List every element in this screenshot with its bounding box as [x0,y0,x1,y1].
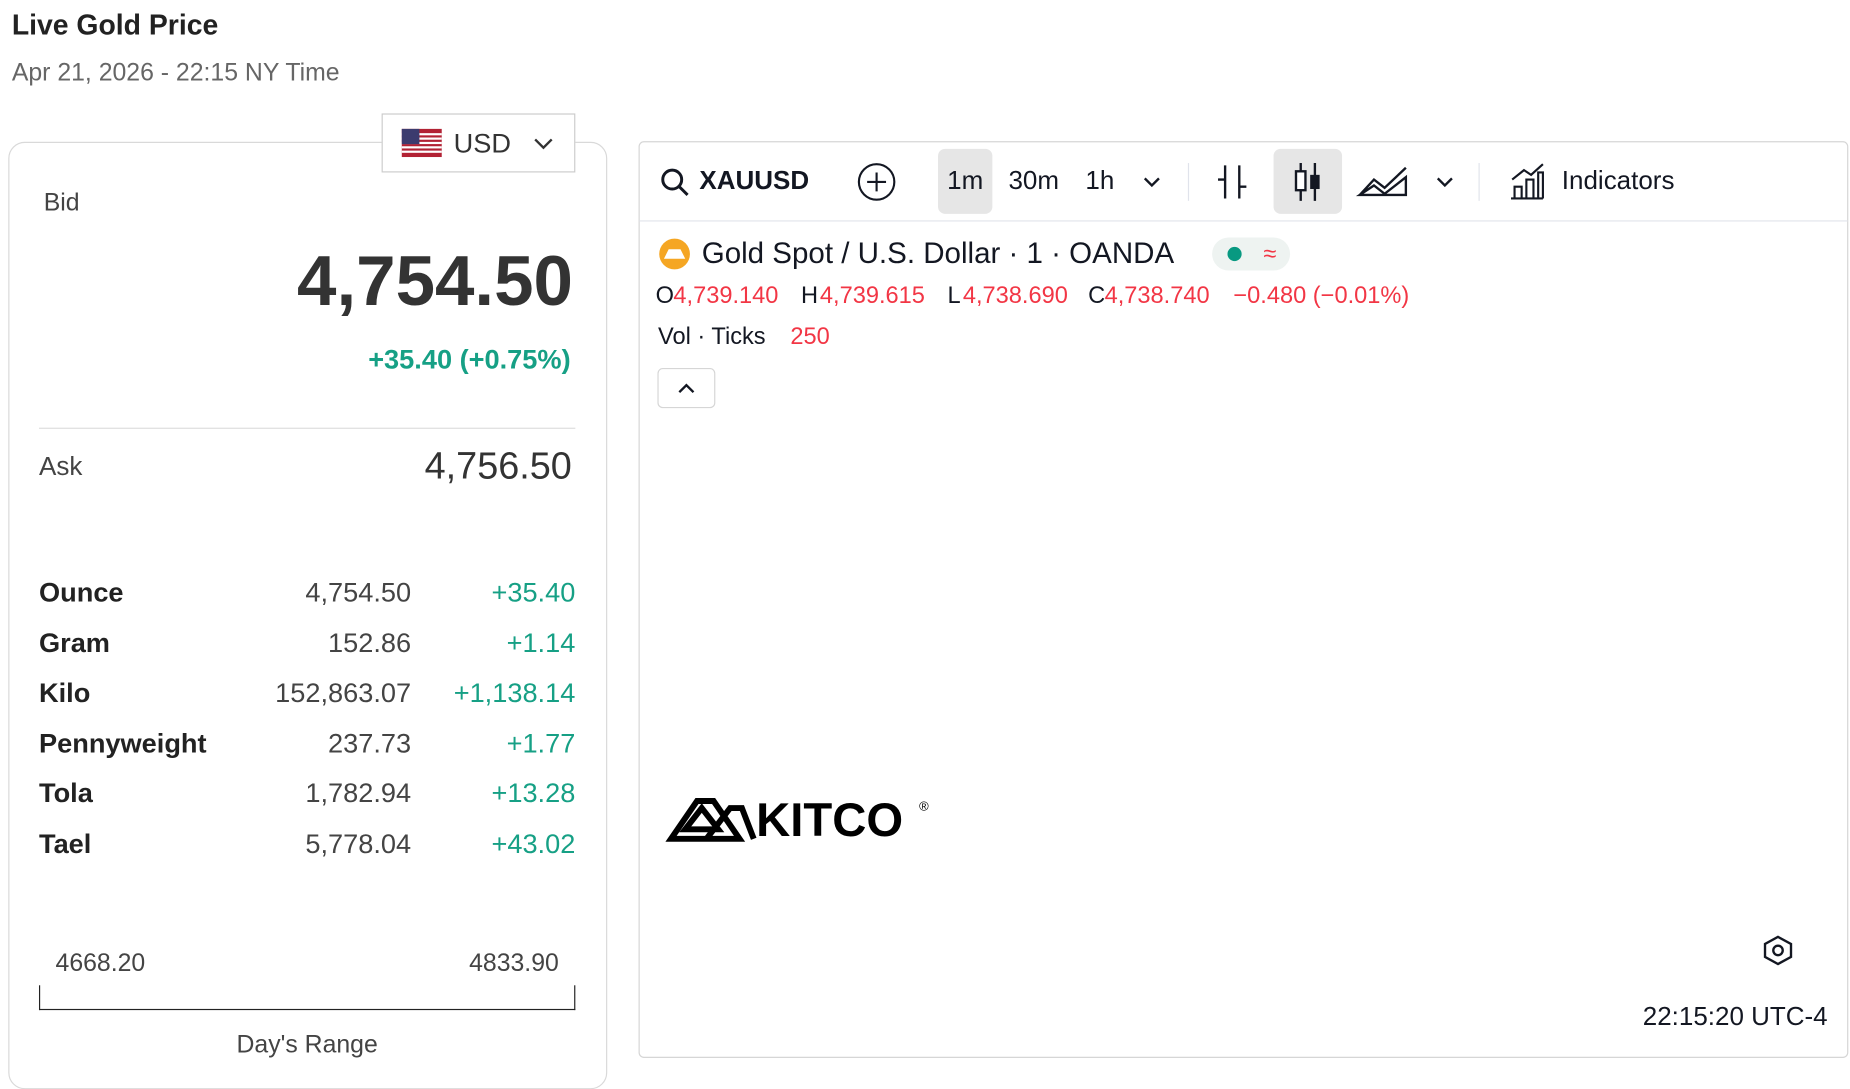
volume-value: 250 [790,324,829,350]
compare-button[interactable] [857,163,896,201]
clock: 22:15:20 UTC-4 [1643,1001,1828,1031]
unit-change: +35.40 [491,576,576,608]
currency-select[interactable]: USD [381,113,576,173]
search-icon [661,168,684,191]
page: Live Gold Price Apr 21, 2026 - 22:15 NY … [8,9,1849,1089]
ohlc-value: 4,739.615 [820,283,925,309]
page-title: Live Gold Price [11,9,219,42]
ohlc-label: O [656,283,674,309]
bid-label: Bid [43,189,80,217]
logo-text: KITCO [756,794,903,847]
ohlc-label: H [801,283,818,309]
market-open-dot [1227,246,1242,262]
screen: Live Gold Price Apr 21, 2026 - 22:15 NY … [8,9,1849,1089]
ohlc-label: L [947,283,960,309]
logo-registered: ® [919,798,929,813]
candles-icon [1310,174,1320,190]
candles-icon [1294,170,1307,192]
legend: Gold Spot / U.S. Dollar · 1 · OANDA ≈ O … [656,237,1409,409]
unit-change: +43.02 [491,827,576,859]
chevron[interactable] [1436,177,1453,188]
ohlc-change: −0.480 (−0.01%) [1233,283,1409,309]
unit-price: 5,778.04 [305,827,412,859]
ohlc-value: 4,738.690 [963,283,1068,309]
ask-label: Ask [38,451,83,481]
interval[interactable]: 1h [1085,165,1114,195]
volume-label: Vol · Ticks [658,324,766,350]
range-high: 4833.90 [469,949,559,978]
currency: USD [453,127,512,159]
indicators-button[interactable]: Indicators [1562,165,1675,195]
toolbar: XAUUSD 1m 30m 1h Indicators [661,148,1675,214]
unit-price: 1,782.94 [305,777,412,809]
unit-price: 152.86 [328,626,412,658]
unit-price: 4,754.50 [305,576,412,608]
timestamp: Apr 21, 2026 - 22:15 NY Time [11,59,340,87]
range-label: Day's Range [236,1031,378,1059]
status-icon: ≈ [1264,241,1277,267]
unit-name: Tola [38,777,93,809]
unit-name: Tael [38,827,92,859]
unit-change: +13.28 [491,777,576,809]
chevron[interactable] [1143,177,1160,188]
chevron [534,138,553,150]
ask-price: 4,756.50 [424,444,572,487]
ohlc-label: C [1088,283,1105,309]
unit-price: 237.73 [328,727,412,758]
unit-name: Ounce [38,576,124,608]
status-pill [1212,237,1291,271]
chart-frame [638,141,1849,1058]
indicators-icon [1511,163,1544,200]
interval[interactable]: 30m [1008,165,1059,195]
unit-name: Gram [38,626,110,658]
ohlc-value: 4,739.140 [673,283,778,309]
interval[interactable]: 1m [947,165,983,195]
chevron-up [678,383,695,394]
symbol[interactable]: XAUUSD [699,165,809,195]
unit-change: +1,138.14 [453,676,576,708]
logo-mark [665,798,757,842]
bid-price: 4,754.50 [297,241,573,321]
unit-change: +1.77 [506,727,576,758]
logo: KITCO ® [665,794,929,847]
range-low: 4668.20 [55,949,146,978]
ohlc-value: 4,738.740 [1105,283,1210,309]
divider [38,427,576,429]
candles-active [1273,148,1343,214]
bid-change: +35.40 (+0.75%) [368,343,571,375]
range-bar [38,985,576,1011]
search-icon [678,185,689,196]
settings-icon [1772,944,1784,957]
us-flag [401,128,442,158]
settings-icon[interactable] [1763,935,1793,966]
plus-icon [867,172,887,192]
unit-name: Kilo [38,676,91,708]
unit-price: 152,863.07 [275,676,412,708]
interval-active [938,148,993,214]
legend-title: Gold Spot / U.S. Dollar · 1 · OANDA [702,237,1175,270]
unit-name: Pennyweight [38,727,207,758]
area-icon[interactable] [1355,166,1408,197]
collapse-button[interactable] [657,368,716,409]
unit-change: +1.14 [506,626,576,658]
bars-icon[interactable] [1218,165,1247,199]
chart-widget: XAUUSD 1m 30m 1h Indicators Gold Spot / … [638,141,1849,1058]
coin-icon [663,249,686,259]
